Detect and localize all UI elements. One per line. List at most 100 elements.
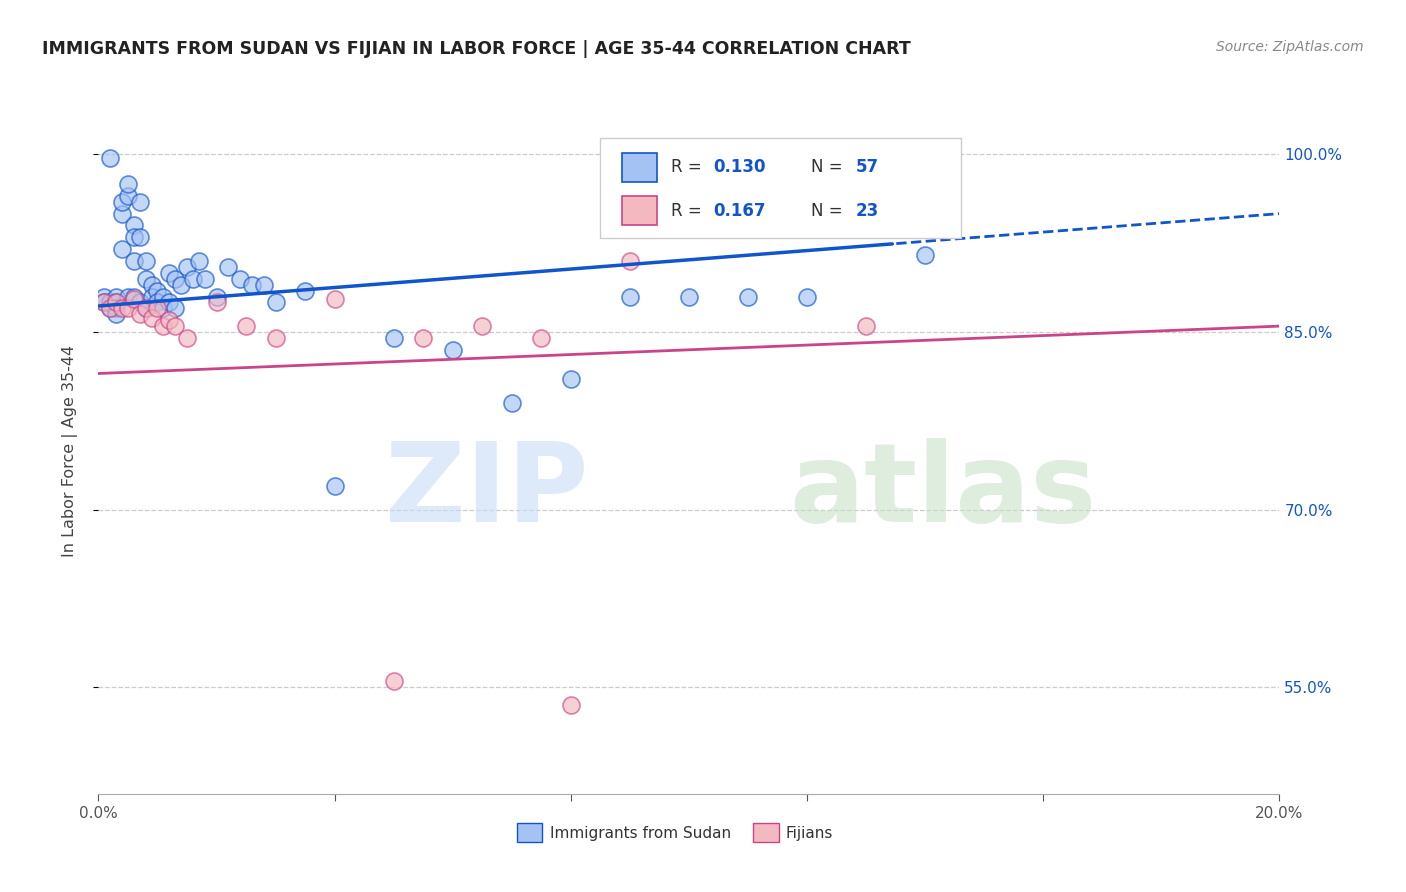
Point [105,307,128,321]
Point [93,295,115,310]
Point [98,301,121,316]
Point [501,396,523,410]
Point [122,292,145,306]
Point [128,230,150,244]
Bar [516,822,543,842]
Point [128,295,150,310]
Point [105,301,128,316]
Point [157,313,180,327]
Point [105,295,128,310]
Text: Immigrants from Sudan: Immigrants from Sudan [550,825,731,840]
Point [157,266,180,280]
Text: ZIP: ZIP [385,438,589,545]
Point [165,301,187,316]
Point [122,230,145,244]
Point [165,272,187,286]
Point [98,295,121,310]
Text: R =: R = [671,202,707,219]
Point [382,674,405,689]
Point [111,301,134,316]
Text: atlas: atlas [789,438,1097,545]
Text: 0.167: 0.167 [714,202,766,219]
Point [382,331,405,345]
Point [117,177,139,191]
Point [152,319,174,334]
Point [152,289,174,303]
Point [128,307,150,321]
Point [105,295,128,310]
Point [914,248,936,262]
Point [117,189,139,203]
Point [176,331,198,345]
Point [205,289,228,303]
Point [181,272,204,286]
Point [560,372,582,386]
Text: IMMIGRANTS FROM SUDAN VS FIJIAN IN LABOR FORCE | AGE 35-44 CORRELATION CHART: IMMIGRANTS FROM SUDAN VS FIJIAN IN LABOR… [42,40,911,58]
Point [111,242,134,256]
Point [105,289,128,303]
Point [412,331,434,345]
Point [619,289,641,303]
Text: Fijians: Fijians [786,825,834,840]
Text: N =: N = [811,202,848,219]
Point [240,277,263,292]
Point [205,295,228,310]
Point [135,301,157,316]
Text: Source: ZipAtlas.com: Source: ZipAtlas.com [1216,40,1364,54]
Point [111,194,134,209]
Point [170,277,193,292]
Point [176,260,198,274]
Point [157,295,180,310]
Point [235,319,257,334]
Point [560,698,582,712]
Point [264,295,287,310]
Point [93,289,115,303]
Point [619,254,641,268]
Point [796,289,818,303]
Point [98,301,121,316]
Point [678,289,700,303]
Point [146,301,169,316]
Point [98,151,121,165]
Y-axis label: In Labor Force | Age 35-44: In Labor Force | Age 35-44 [62,344,77,557]
Point [165,319,187,334]
Bar [621,196,657,225]
Point [530,331,553,345]
Point [117,289,139,303]
Text: 0.130: 0.130 [714,159,766,177]
Point [135,301,157,316]
Point [152,301,174,316]
Bar [621,153,657,182]
Point [441,343,464,357]
Point [141,277,163,292]
Point [122,254,145,268]
Point [264,331,287,345]
FancyBboxPatch shape [600,138,960,237]
Point [111,206,134,220]
Text: N =: N = [811,159,848,177]
Point [141,289,163,303]
Point [141,310,163,325]
Point [294,284,316,298]
Point [135,272,157,286]
Point [146,295,169,310]
Point [855,319,877,334]
Point [122,289,145,303]
Point [135,254,157,268]
Point [194,272,217,286]
Text: 23: 23 [855,202,879,219]
Point [187,254,209,268]
Point [93,295,115,310]
Bar [752,822,779,842]
Point [217,260,239,274]
Text: R =: R = [671,159,707,177]
Point [323,479,346,493]
Point [471,319,494,334]
Point [253,277,276,292]
Text: 57: 57 [855,159,879,177]
Point [128,194,150,209]
Point [117,301,139,316]
Point [737,289,759,303]
Point [323,292,346,306]
Point [229,272,252,286]
